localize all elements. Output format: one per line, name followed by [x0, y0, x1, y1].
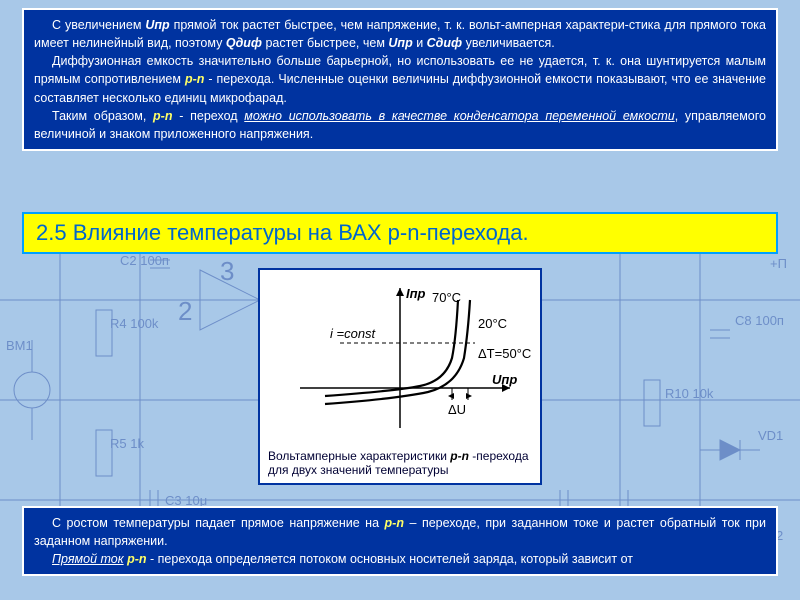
- svg-text:ΔU: ΔU: [448, 402, 466, 417]
- svg-text:VD1: VD1: [758, 428, 783, 443]
- paragraph-3: Таким образом, p-n - переход можно испол…: [34, 107, 766, 143]
- bottom-text-panel: С ростом температуры падает прямое напря…: [22, 506, 778, 576]
- svg-text:C2 100п: C2 100п: [120, 253, 169, 268]
- svg-text:C8 100п: C8 100п: [735, 313, 784, 328]
- curve-70c: [325, 300, 458, 396]
- svg-text:3: 3: [220, 256, 234, 286]
- svg-text:R10 10k: R10 10k: [665, 386, 714, 401]
- svg-text:20°C: 20°C: [478, 316, 507, 331]
- svg-text:+П: +П: [770, 256, 787, 271]
- svg-text:BM1: BM1: [6, 338, 33, 353]
- svg-text:R5 1k: R5 1k: [110, 436, 144, 451]
- top-text-panel: С увеличением Uпр прямой ток растет быст…: [22, 8, 778, 151]
- bottom-paragraph-2: Прямой ток p-n - перехода определяется п…: [34, 550, 766, 568]
- svg-text:i =const: i =const: [330, 326, 377, 341]
- section-heading: 2.5 Влияние температуры на ВАХ p-n-перех…: [22, 212, 778, 254]
- figure-panel: Iпр Uпр i =const 70°C 20°C ΔT=50°C ΔU Во…: [258, 268, 542, 485]
- svg-text:70°C: 70°C: [432, 290, 461, 305]
- svg-text:2: 2: [178, 296, 192, 326]
- paragraph-2: Диффузионная емкость значительно больше …: [34, 52, 766, 106]
- svg-text:Uпр: Uпр: [492, 372, 517, 387]
- svg-text:ΔT=50°C: ΔT=50°C: [478, 346, 531, 361]
- bottom-paragraph-1: С ростом температуры падает прямое напря…: [34, 514, 766, 550]
- figure-caption: Вольтамперные характеристики p-n -перехо…: [260, 445, 540, 483]
- heading-text: 2.5 Влияние температуры на ВАХ p-n-перех…: [36, 220, 529, 245]
- svg-text:R4 100k: R4 100k: [110, 316, 159, 331]
- iv-curve-chart: Iпр Uпр i =const 70°C 20°C ΔT=50°C ΔU: [260, 270, 540, 440]
- svg-text:Iпр: Iпр: [406, 286, 426, 301]
- paragraph-1: С увеличением Uпр прямой ток растет быст…: [34, 16, 766, 52]
